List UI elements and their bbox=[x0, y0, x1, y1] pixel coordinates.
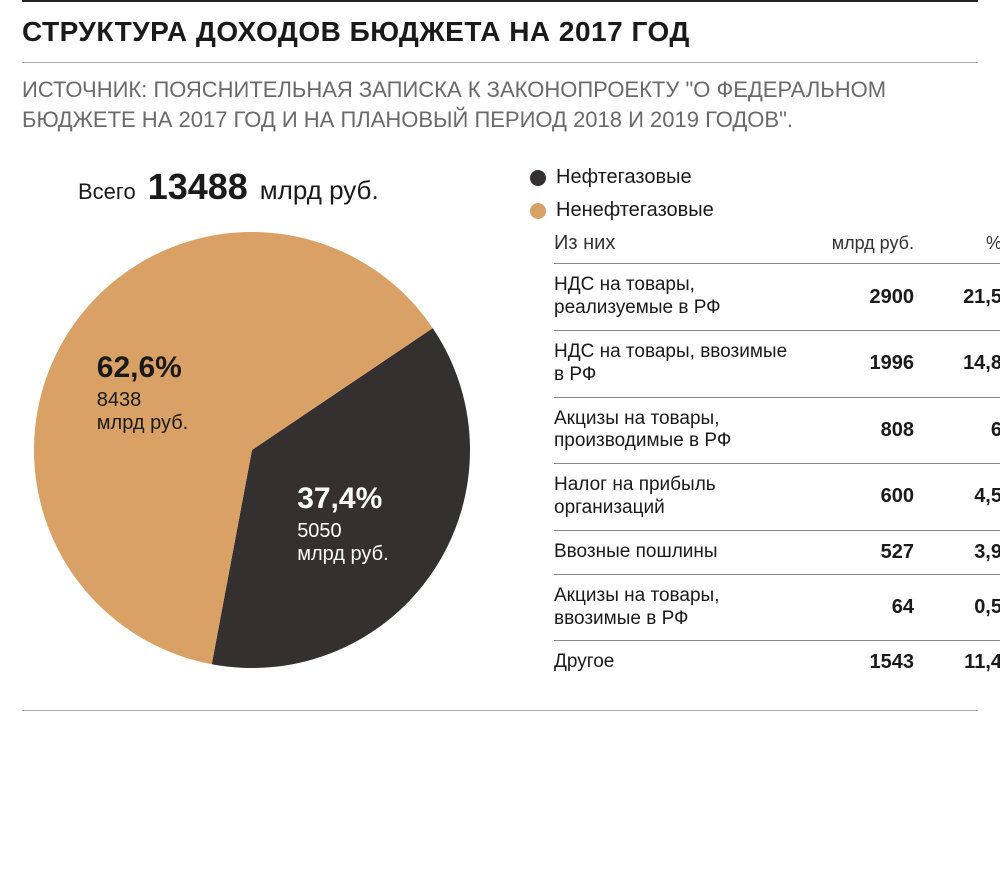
row-amount: 600 bbox=[804, 485, 914, 508]
row-amount: 527 bbox=[804, 541, 914, 564]
top-rule bbox=[22, 0, 978, 2]
row-name: Акцизы на товары, производимые в РФ bbox=[554, 408, 796, 454]
slice-percent: 62,6% bbox=[97, 351, 188, 385]
slice-percent: 37,4% bbox=[297, 482, 388, 516]
slice-amount: 5050млрд руб. bbox=[297, 520, 388, 566]
row-name: НДС на товары, реализуемые в РФ bbox=[554, 274, 796, 320]
row-amount: 1996 bbox=[804, 352, 914, 375]
row-name: Другое bbox=[554, 651, 796, 674]
row-name: НДС на товары, ввозимые в РФ bbox=[554, 341, 796, 387]
row-name: Ввозные пошлины bbox=[554, 541, 796, 564]
total-label: Всего bbox=[78, 179, 136, 205]
table-subhead: Из них bbox=[554, 232, 796, 255]
table-row: НДС на товары, реализуемые в РФ 2900 21,5 bbox=[554, 263, 1000, 330]
row-name: Акцизы на товары, ввозимые в РФ bbox=[554, 585, 796, 631]
total-unit: млрд руб. bbox=[260, 175, 379, 206]
slice-label: 62,6% 8438млрд руб. bbox=[97, 351, 188, 435]
slice-label: 37,4% 5050млрд руб. bbox=[297, 482, 388, 566]
pie-svg bbox=[22, 220, 482, 680]
row-percent: 21,5 bbox=[922, 286, 1000, 309]
legend-dot-icon bbox=[530, 170, 546, 186]
source-text: ИСТОЧНИК: ПОЯСНИТЕЛЬНАЯ ЗАПИСКА К ЗАКОНО… bbox=[22, 75, 942, 134]
row-name: Налог на прибыль организаций bbox=[554, 474, 796, 520]
row-amount: 2900 bbox=[804, 286, 914, 309]
table-row: НДС на товары, ввозимые в РФ 1996 14,8 bbox=[554, 330, 1000, 397]
bottom-rule bbox=[22, 710, 978, 711]
table-row: Другое 1543 11,4 bbox=[554, 640, 1000, 684]
table-header: Из них млрд руб. % bbox=[554, 232, 1000, 263]
row-percent: 6 bbox=[922, 419, 1000, 442]
row-percent: 14,8 bbox=[922, 352, 1000, 375]
table-row: Акцизы на товары, производимые в РФ 808 6 bbox=[554, 397, 1000, 464]
row-percent: 3,9 bbox=[922, 541, 1000, 564]
col-amount: млрд руб. bbox=[804, 233, 914, 254]
legend-label: Нефтегазовые bbox=[556, 166, 692, 189]
detail-column: Нефтегазовые Ненефтегазовые Из них млрд … bbox=[530, 166, 978, 684]
legend-label: Ненефтегазовые bbox=[556, 199, 714, 222]
row-percent: 4,5 bbox=[922, 485, 1000, 508]
total-value: 13488 bbox=[148, 166, 248, 208]
chart-column: Всего 13488 млрд руб. 37,4% 5050млрд руб.… bbox=[22, 166, 502, 684]
row-percent: 11,4 bbox=[922, 651, 1000, 674]
pie-chart: 37,4% 5050млрд руб. 62,6% 8438млрд руб. bbox=[22, 220, 482, 680]
legend-item: Нефтегазовые bbox=[530, 166, 978, 189]
col-percent: % bbox=[922, 233, 1000, 254]
row-percent: 0,5 bbox=[922, 596, 1000, 619]
legend-dot-icon bbox=[530, 203, 546, 219]
content: Всего 13488 млрд руб. 37,4% 5050млрд руб.… bbox=[22, 166, 978, 684]
table-row: Налог на прибыль организаций 600 4,5 bbox=[554, 463, 1000, 530]
table-row: Акцизы на товары, ввозимые в РФ 64 0,5 bbox=[554, 574, 1000, 641]
row-amount: 1543 bbox=[804, 651, 914, 674]
row-amount: 808 bbox=[804, 419, 914, 442]
breakdown-table: Из них млрд руб. % НДС на товары, реализ… bbox=[554, 232, 1000, 684]
title-rule bbox=[22, 62, 978, 63]
slice-amount: 8438млрд руб. bbox=[97, 389, 188, 435]
total-row: Всего 13488 млрд руб. bbox=[22, 166, 502, 208]
legend-item: Ненефтегазовые bbox=[530, 199, 978, 222]
table-row: Ввозные пошлины 527 3,9 bbox=[554, 530, 1000, 574]
page-title: СТРУКТУРА ДОХОДОВ БЮДЖЕТА НА 2017 ГОД bbox=[22, 16, 978, 48]
row-amount: 64 bbox=[804, 596, 914, 619]
